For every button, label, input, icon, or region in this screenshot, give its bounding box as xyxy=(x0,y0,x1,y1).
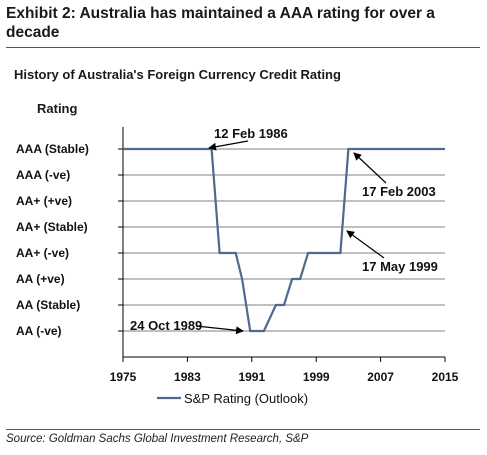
x-tick-label: 1999 xyxy=(303,370,330,384)
x-tick-label: 1975 xyxy=(110,370,137,384)
source-note: Source: Goldman Sachs Global Investment … xyxy=(6,433,309,445)
annotation-arrow xyxy=(353,152,387,184)
y-tick-label: AA (+ve) xyxy=(16,272,65,286)
annotation-arrow xyxy=(346,230,385,259)
y-tick-label: AA+ (Stable) xyxy=(16,220,88,234)
source-divider xyxy=(6,429,480,430)
exhibit-title: Exhibit 2: Australia has maintained a AA… xyxy=(6,5,435,41)
annotation-label: 17 May 1999 xyxy=(362,259,438,274)
annotation-arrow xyxy=(208,140,249,151)
y-tick-label: AAA (Stable) xyxy=(16,142,89,156)
annotation-arrow xyxy=(195,325,244,335)
y-axis-label: Rating xyxy=(37,101,78,116)
y-tick-label: AA (Stable) xyxy=(16,298,80,312)
rating-chart: AA (-ve) AA (Stable) AA (+ve) AA+ (-ve) AA+ … xyxy=(16,126,459,406)
y-tick-label: AAA (-ve) xyxy=(16,168,70,182)
annotation-label: 17 Feb 2003 xyxy=(362,184,436,199)
annotation-label: 12 Feb 1986 xyxy=(214,126,288,141)
x-tick-label: 1983 xyxy=(174,370,201,384)
y-tick-label: AA+ (-ve) xyxy=(16,246,69,260)
title-divider xyxy=(6,47,480,48)
series-line xyxy=(123,147,445,333)
x-tick-label: 2015 xyxy=(432,370,459,384)
chart-title: History of Australia's Foreign Currency … xyxy=(14,67,341,82)
x-tick-label: 1991 xyxy=(238,370,265,384)
legend-label: S&P Rating (Outlook) xyxy=(184,391,308,406)
annotation-label: 24 Oct 1989 xyxy=(130,318,202,333)
y-tick-label: AA (-ve) xyxy=(16,324,62,338)
x-tick-label: 2007 xyxy=(367,370,394,384)
y-tick-label: AA+ (+ve) xyxy=(16,194,72,208)
